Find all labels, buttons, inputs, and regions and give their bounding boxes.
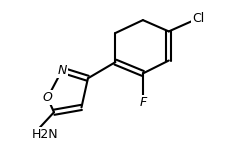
Text: N: N [57, 64, 67, 77]
Text: O: O [42, 91, 52, 104]
Text: H2N: H2N [32, 128, 59, 141]
Text: F: F [139, 96, 146, 109]
Text: Cl: Cl [192, 12, 204, 25]
